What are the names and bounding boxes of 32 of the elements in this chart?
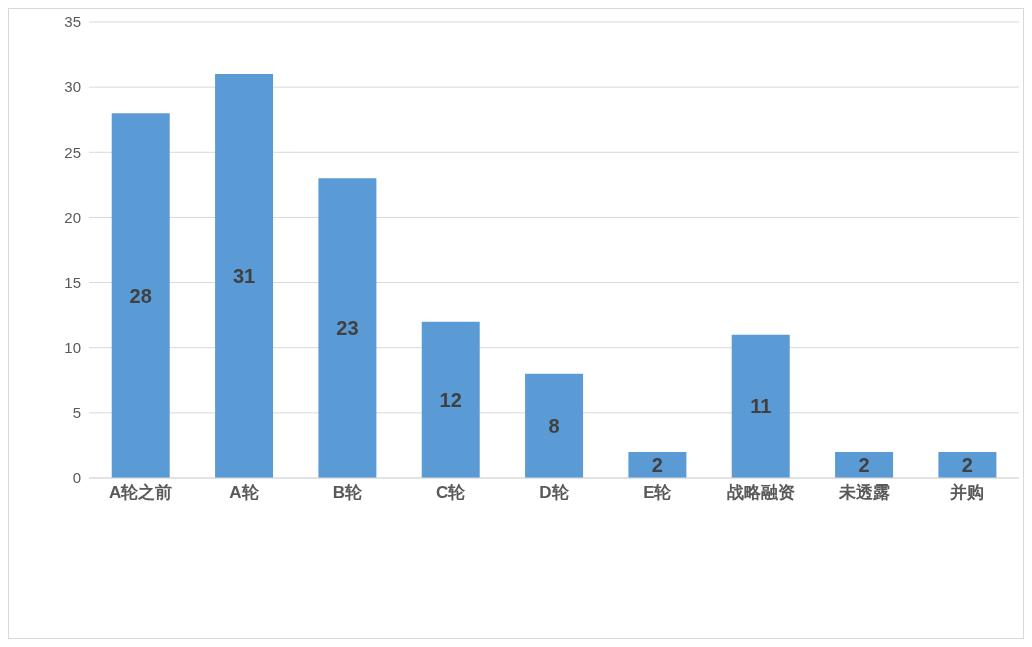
data-label: 2: [961, 454, 973, 477]
y-tick-label: 0: [72, 469, 81, 487]
data-label: 8: [548, 414, 560, 437]
x-tick-label: A轮之前: [109, 483, 173, 503]
x-tick-label: D轮: [539, 483, 570, 503]
x-tick-label: C轮: [436, 483, 467, 503]
bar: [111, 113, 170, 478]
y-tick-label: 30: [64, 78, 81, 96]
bar: [215, 74, 274, 478]
y-tick-label: 25: [64, 143, 81, 161]
x-tick-label: B轮: [332, 483, 363, 503]
y-tick-label: 35: [64, 13, 81, 31]
x-tick-label: E轮: [643, 483, 673, 503]
data-label: 2: [651, 454, 663, 477]
y-tick-label: 5: [72, 404, 81, 422]
y-tick-label: 10: [64, 339, 81, 357]
data-label: 11: [750, 395, 772, 418]
data-label: 28: [129, 284, 152, 307]
x-tick-label: 并购: [949, 483, 985, 503]
y-tick-label: 15: [64, 273, 81, 291]
data-label: 23: [336, 317, 359, 340]
x-tick-label: 战略融资: [726, 483, 795, 503]
y-tick-label: 20: [64, 208, 81, 226]
data-label: 31: [232, 265, 256, 288]
x-tick-label: A轮: [229, 483, 260, 503]
bar: [525, 373, 584, 478]
bar: [318, 178, 377, 478]
bar: [731, 334, 790, 478]
data-label: 12: [439, 388, 462, 411]
data-label: 2: [858, 454, 870, 477]
x-tick-label: 未透露: [837, 483, 890, 503]
bar: [421, 321, 480, 478]
